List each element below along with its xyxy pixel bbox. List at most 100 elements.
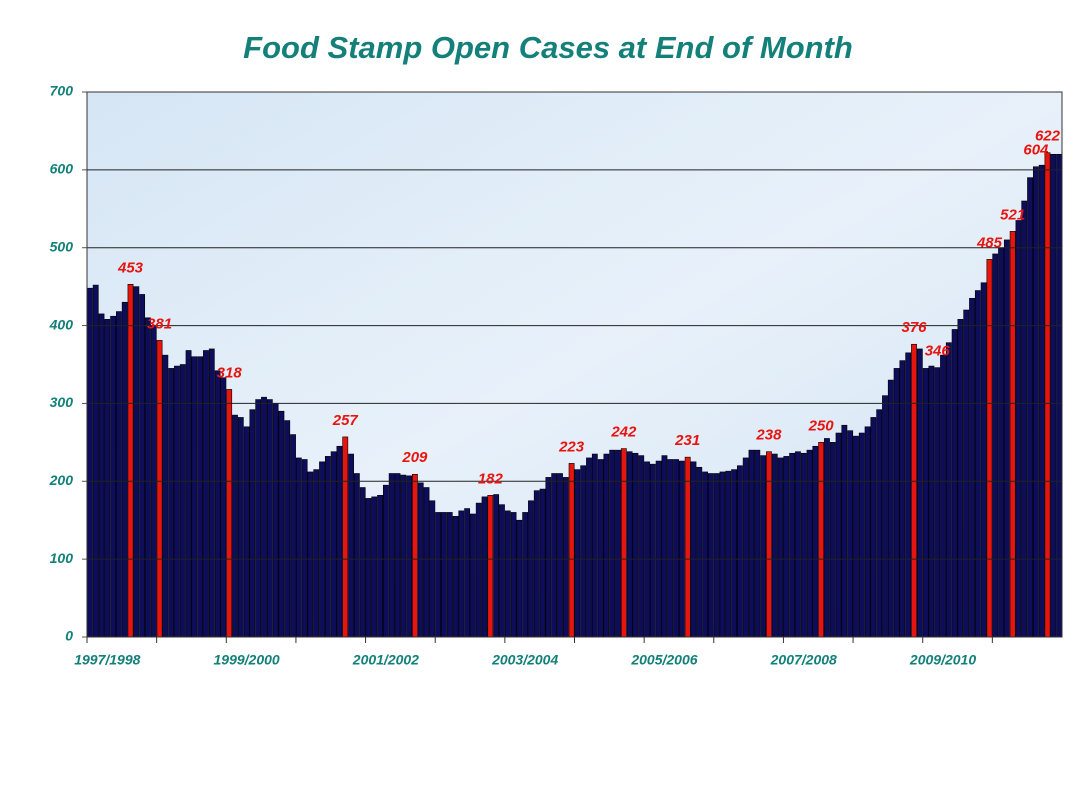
bar — [841, 424, 848, 638]
chart-title: Food Stamp Open Cases at End of Month — [243, 30, 853, 65]
bar — [725, 470, 732, 638]
bar — [232, 414, 238, 638]
y-tick-label: 400 — [49, 316, 74, 332]
bar — [1027, 177, 1033, 638]
x-tick-label: 2007/2008 — [770, 652, 837, 668]
bar — [168, 368, 175, 638]
bar — [127, 284, 134, 638]
bar — [969, 298, 975, 638]
bar — [435, 512, 442, 638]
bar — [649, 463, 656, 638]
y-tick-label: 600 — [50, 161, 74, 177]
bar — [179, 364, 186, 638]
bar — [487, 494, 494, 638]
bar — [121, 301, 128, 638]
bar — [208, 348, 215, 638]
bar — [1009, 231, 1016, 638]
bar — [174, 365, 180, 638]
y-tick-label: 300 — [50, 394, 74, 410]
bar — [342, 436, 349, 638]
bar — [533, 490, 540, 638]
bar — [423, 487, 430, 638]
bar — [853, 435, 859, 638]
data-label: 242 — [610, 424, 637, 441]
bar — [214, 370, 221, 638]
bar — [847, 430, 854, 638]
bar — [783, 456, 790, 638]
bar — [388, 473, 395, 638]
bar — [557, 473, 563, 638]
bar — [992, 253, 999, 638]
data-label: 231 — [674, 432, 700, 449]
bar — [313, 469, 320, 638]
bar — [336, 445, 343, 638]
bar — [957, 319, 964, 638]
bar — [353, 473, 360, 638]
bar — [266, 399, 273, 638]
bar — [307, 471, 314, 638]
bar — [673, 459, 679, 638]
bar — [377, 494, 383, 638]
data-label: 346 — [925, 343, 951, 360]
bar — [464, 508, 471, 638]
bar — [185, 350, 192, 638]
bar — [998, 247, 1004, 638]
bar — [678, 460, 685, 638]
bar — [411, 473, 418, 638]
bar — [870, 417, 877, 638]
bar — [197, 356, 204, 638]
bar — [638, 455, 645, 638]
bar — [562, 477, 569, 638]
bar — [104, 319, 111, 638]
x-tick-label: 2001/2002 — [352, 652, 419, 668]
data-label: 257 — [332, 412, 359, 429]
bar — [667, 459, 674, 638]
bar — [92, 284, 99, 638]
bar — [475, 502, 482, 638]
bar — [835, 432, 842, 638]
bar — [795, 451, 801, 638]
bar — [934, 367, 941, 638]
bar — [719, 471, 726, 638]
bar — [493, 494, 500, 638]
bar — [110, 315, 117, 638]
bar — [586, 457, 592, 638]
bar — [516, 519, 523, 638]
data-label: 381 — [147, 315, 172, 332]
bar — [365, 498, 372, 638]
bar — [864, 426, 871, 638]
bar — [736, 465, 743, 638]
bar — [876, 409, 883, 638]
bar — [1038, 164, 1045, 638]
bar — [887, 379, 894, 638]
bar — [812, 445, 819, 638]
bar — [713, 473, 720, 638]
bar — [928, 365, 935, 638]
bar — [371, 496, 378, 638]
bar — [568, 463, 575, 638]
bar — [1021, 200, 1028, 638]
bar — [1015, 220, 1022, 638]
bar — [156, 340, 163, 638]
bar — [684, 456, 691, 638]
bar — [754, 449, 761, 638]
bar — [359, 487, 366, 638]
bar — [1044, 152, 1051, 638]
bar — [278, 410, 285, 638]
bar — [626, 451, 633, 638]
bar — [539, 488, 546, 638]
bar — [446, 512, 453, 638]
bar — [324, 456, 331, 638]
x-tick-label: 2005/2006 — [630, 652, 697, 668]
bar — [1050, 153, 1057, 638]
y-tick-label: 200 — [49, 472, 74, 488]
bar — [458, 510, 465, 638]
bar — [777, 457, 784, 638]
y-tick-label: 0 — [65, 628, 73, 644]
data-label: 622 — [1035, 128, 1061, 145]
data-label: 376 — [901, 319, 927, 336]
bar — [742, 457, 749, 638]
bar — [522, 512, 529, 638]
bar — [220, 377, 227, 638]
bar — [203, 350, 209, 638]
